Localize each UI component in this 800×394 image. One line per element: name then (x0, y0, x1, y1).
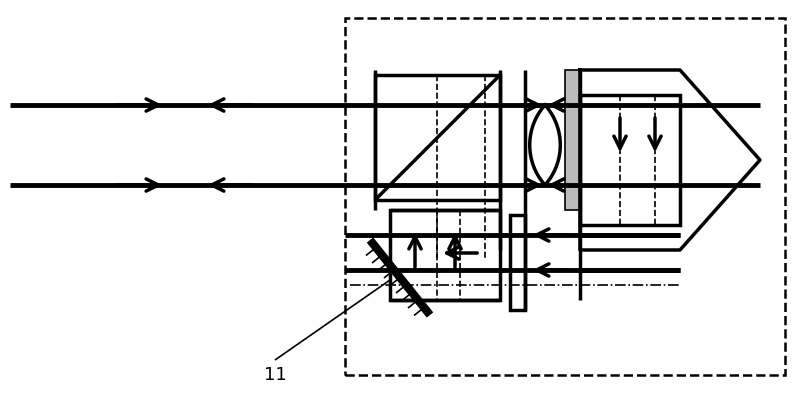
Bar (390, 210, 500, 300)
Bar (510, 215, 525, 310)
Bar (565, 70, 580, 210)
Bar (580, 95, 680, 225)
Text: 11: 11 (264, 366, 286, 384)
Bar (345, 18, 785, 375)
Bar (375, 75, 500, 200)
